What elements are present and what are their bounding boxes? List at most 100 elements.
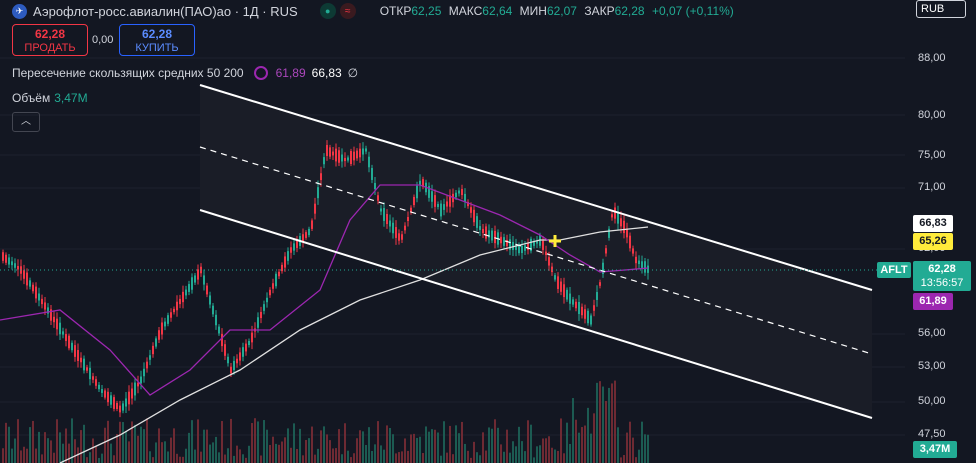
volume-bar	[131, 421, 133, 463]
candle-body	[587, 310, 589, 324]
volume-bar	[509, 452, 511, 463]
volume-bar	[506, 429, 508, 463]
candle-body	[14, 263, 16, 268]
volume-bar	[479, 455, 481, 463]
candle-body	[116, 402, 118, 410]
volume-bar	[635, 457, 637, 463]
volume-bar	[476, 452, 478, 463]
volume-bar	[416, 437, 418, 463]
candle-body	[410, 207, 412, 213]
candle-body	[92, 376, 94, 380]
volume-bar	[359, 430, 361, 463]
candle-body	[458, 190, 460, 194]
candle-body	[137, 382, 139, 387]
candle-body	[221, 333, 223, 347]
candle-body	[446, 201, 448, 207]
volume-bar	[614, 380, 616, 463]
candle-body	[518, 244, 520, 254]
candle-body	[209, 295, 211, 305]
candle-body	[248, 341, 250, 345]
price-tick: 56,00	[918, 327, 946, 339]
candle-body	[530, 238, 532, 252]
candle-body	[188, 284, 190, 292]
volume-bar	[647, 434, 649, 463]
volume-bar	[29, 427, 31, 463]
volume-bar	[410, 434, 412, 463]
candle-body	[113, 397, 115, 409]
volume-bar	[356, 438, 358, 463]
volume-bar	[284, 437, 286, 463]
ma50-price-label: 61,89	[913, 293, 953, 310]
volume-bar	[191, 420, 193, 463]
volume-bar	[59, 432, 61, 463]
candle-body	[242, 347, 244, 357]
volume-bar	[86, 457, 88, 463]
candle-body	[239, 352, 241, 361]
candle-body	[194, 275, 196, 283]
candle-body	[158, 330, 160, 340]
volume-bar	[182, 456, 184, 463]
airplane-icon: ✈	[12, 3, 27, 19]
candle-body	[290, 247, 292, 253]
candle-body	[17, 265, 19, 270]
candle-body	[332, 151, 334, 156]
candle-body	[35, 286, 37, 299]
volume-bar	[569, 444, 571, 463]
candle-body	[500, 236, 502, 244]
indicator-value-empty: ∅	[347, 66, 359, 80]
candle-body	[59, 322, 61, 335]
candle-body	[371, 168, 373, 180]
candle-body	[134, 382, 136, 396]
refresh-icon[interactable]	[253, 66, 268, 80]
sell-button[interactable]: 62,28 ПРОДАТЬ	[12, 24, 88, 56]
volume-bar	[338, 429, 340, 463]
candle-body	[326, 145, 328, 156]
volume-bar	[428, 431, 430, 463]
indicator-legend[interactable]: Пересечение скользящих средних 50 200 61…	[12, 66, 358, 80]
volume-bar	[248, 445, 250, 463]
candle-body	[89, 367, 91, 380]
volume-legend[interactable]: Объём 3,47M	[12, 91, 88, 105]
candle-body	[215, 314, 217, 326]
volume-bar	[389, 427, 391, 463]
candle-body	[20, 266, 22, 274]
buy-button[interactable]: 62,28 КУПИТЬ	[119, 24, 195, 56]
volume-bar	[32, 420, 34, 463]
volume-bar	[515, 446, 517, 463]
candle-body	[47, 307, 49, 314]
candle-body	[341, 154, 343, 162]
candle-body	[38, 293, 40, 301]
price-tick: 47,50	[918, 428, 946, 440]
volume-bar	[533, 457, 535, 463]
volume-bar	[365, 444, 367, 463]
candle-body	[287, 251, 289, 261]
candle-body	[131, 388, 133, 399]
volume-bar	[98, 457, 100, 463]
volume-bar	[584, 425, 586, 463]
candle-body	[74, 345, 76, 357]
volume-bar	[323, 426, 325, 463]
candle-body	[365, 148, 367, 152]
volume-bar	[326, 434, 328, 463]
volume-bar	[53, 452, 55, 463]
volume-bar	[239, 449, 241, 463]
volume-bar	[107, 420, 109, 463]
collapse-legend-button[interactable]: ︿	[12, 112, 40, 132]
volume-bar	[347, 450, 349, 463]
candle-body	[218, 326, 220, 334]
candle-body	[644, 261, 646, 273]
candle-body	[344, 157, 346, 162]
candle-body	[536, 240, 538, 244]
candle-body	[62, 331, 64, 335]
volume-bar	[455, 425, 457, 463]
candle-body	[65, 334, 67, 341]
candle-body	[308, 228, 310, 236]
ohlc-values: ОТКР62,25 МАКС62,64 МИН62,07 ЗАКР62,28 +…	[379, 4, 734, 18]
volume-bar	[572, 398, 574, 463]
candle-body	[482, 228, 484, 234]
currency-selector[interactable]: RUB	[916, 0, 966, 18]
candle-body	[311, 220, 313, 229]
symbol-title[interactable]: Аэрофлот-росс.авиалин(ПАО)ао · 1Д · RUS	[33, 3, 298, 19]
volume-bar	[65, 428, 67, 463]
